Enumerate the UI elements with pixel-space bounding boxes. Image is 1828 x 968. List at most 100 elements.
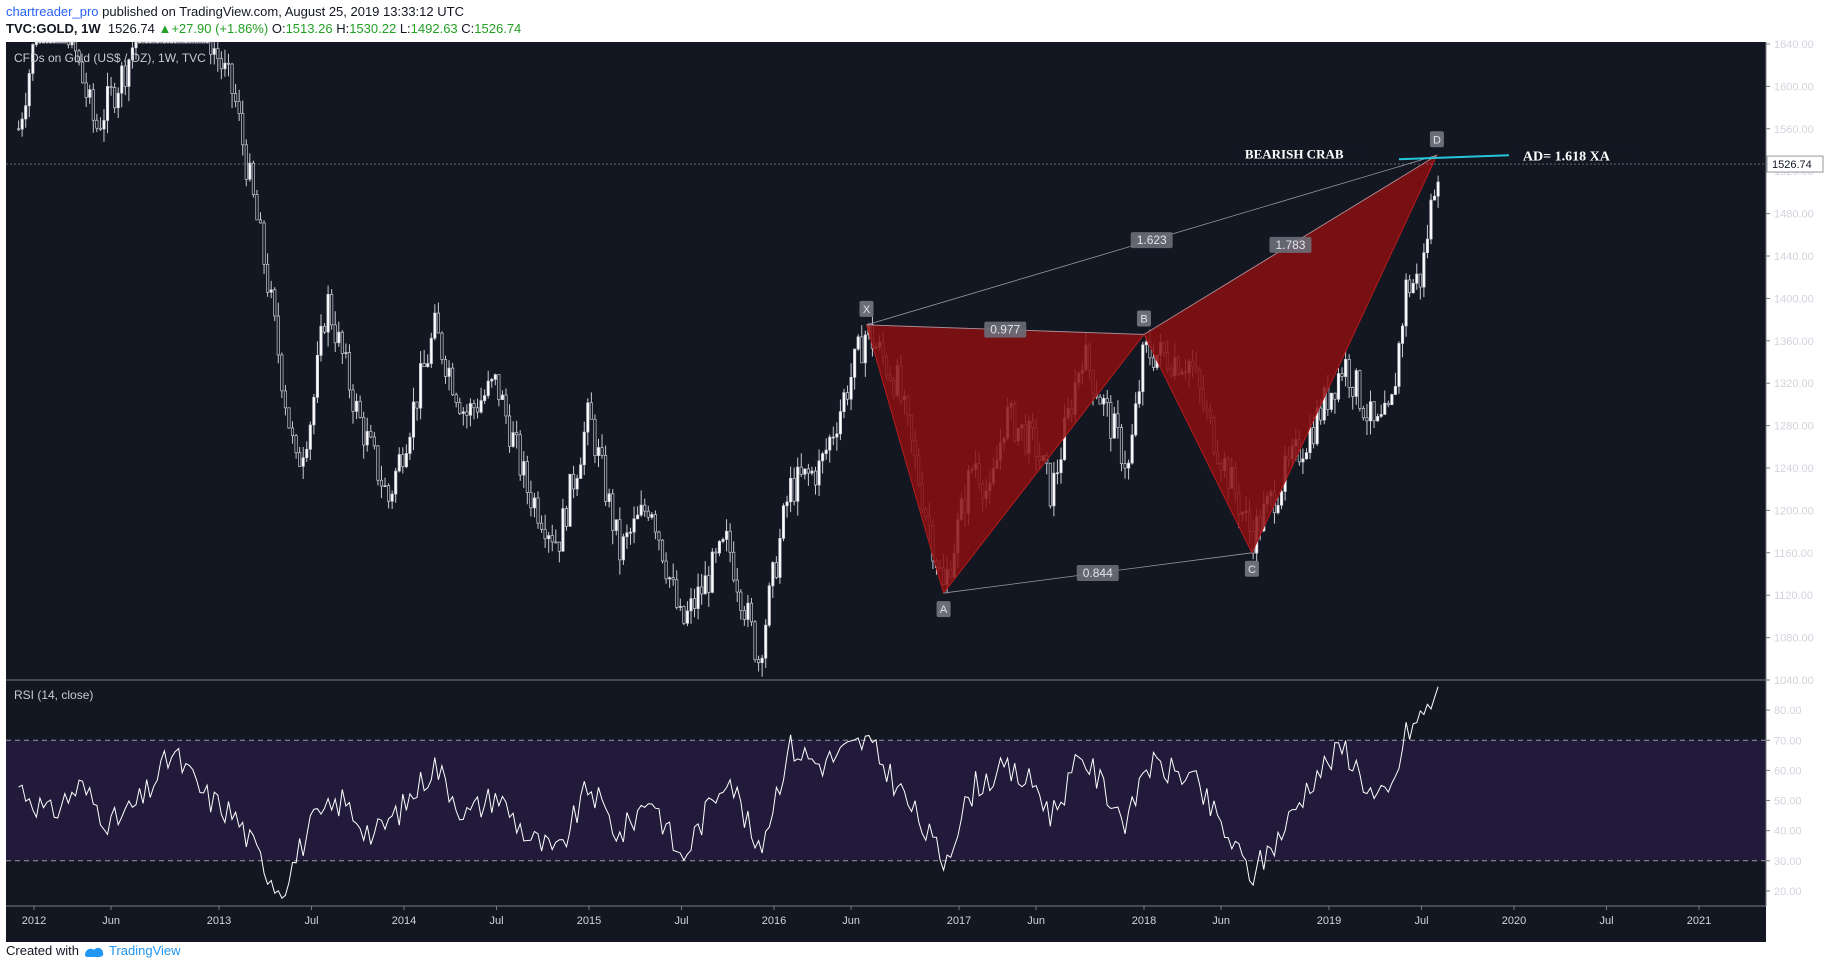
ratio-box bbox=[1130, 232, 1173, 249]
candle-body bbox=[31, 44, 35, 74]
candle-body bbox=[1361, 408, 1365, 419]
time-tick-label: 2016 bbox=[762, 915, 786, 927]
candle-body bbox=[1119, 427, 1124, 465]
candle-body bbox=[838, 411, 842, 435]
candle-body bbox=[1436, 181, 1440, 197]
candle-body bbox=[258, 219, 263, 224]
candle-body bbox=[319, 325, 323, 356]
pattern-name-box bbox=[1236, 146, 1365, 163]
candle-body bbox=[202, 41, 206, 44]
candle-body bbox=[383, 485, 387, 488]
candle-body bbox=[52, 41, 56, 44]
candle-body bbox=[721, 539, 725, 542]
candle-body bbox=[572, 473, 576, 490]
candle-body bbox=[1358, 370, 1362, 409]
up-arrow-icon: ▲ bbox=[158, 21, 172, 36]
close-value: 1526.74 bbox=[474, 21, 522, 36]
candle-body bbox=[155, 41, 159, 44]
candle-body bbox=[365, 431, 369, 446]
time-tick-label: 2017 bbox=[947, 915, 971, 927]
candle-body bbox=[568, 473, 572, 527]
candle-body bbox=[347, 352, 351, 391]
candle-body bbox=[38, 41, 42, 44]
candle-body bbox=[1308, 427, 1312, 454]
candle-body bbox=[1372, 401, 1376, 422]
time-tick-label: 2019 bbox=[1317, 915, 1341, 927]
candle-body bbox=[710, 551, 714, 593]
candle-body bbox=[294, 435, 298, 454]
last-price-box bbox=[1766, 155, 1824, 173]
author-link[interactable]: chartreader_pro bbox=[6, 4, 99, 19]
candle-body bbox=[525, 461, 529, 493]
candle-body bbox=[1344, 359, 1348, 377]
candle-body bbox=[749, 602, 754, 623]
ratio-box bbox=[1076, 564, 1119, 581]
candle-body bbox=[451, 367, 455, 396]
candle-body bbox=[1055, 472, 1059, 475]
price-tick-label: 1240.00 bbox=[1774, 463, 1814, 475]
candle-body bbox=[575, 478, 579, 490]
candle-body bbox=[860, 336, 864, 364]
candle-body bbox=[653, 514, 657, 533]
candle-body bbox=[646, 510, 650, 518]
candle-body bbox=[817, 460, 821, 486]
candle-body bbox=[668, 577, 672, 580]
candle-body bbox=[760, 657, 764, 664]
candle-body bbox=[468, 403, 472, 416]
rsi-band bbox=[6, 740, 1766, 861]
candle-body bbox=[500, 394, 504, 400]
candle-body bbox=[1336, 373, 1341, 400]
candle-body bbox=[728, 530, 732, 553]
candle-body bbox=[853, 348, 857, 378]
candle-body bbox=[269, 289, 273, 293]
candle-body bbox=[700, 586, 704, 595]
footer-brand[interactable]: TradingView bbox=[108, 943, 181, 958]
candle-body bbox=[618, 519, 622, 561]
candle-body bbox=[753, 621, 757, 661]
candle-body bbox=[742, 610, 746, 620]
price-tick-label: 1320.00 bbox=[1774, 378, 1814, 390]
open-value: 1513.26 bbox=[285, 21, 333, 36]
symbol-info: TVC:GOLD, 1W 1526.74 ▲+27.90 (+1.86%) O:… bbox=[6, 21, 521, 36]
candle-body bbox=[81, 61, 85, 84]
candle-body bbox=[387, 485, 391, 502]
candle-body bbox=[226, 62, 231, 65]
candle-body bbox=[212, 48, 216, 55]
target-line bbox=[1398, 154, 1509, 161]
candle-body bbox=[813, 470, 818, 486]
candle-body bbox=[475, 407, 480, 413]
candle-body bbox=[682, 606, 686, 624]
candle-body bbox=[821, 453, 825, 462]
candle-body bbox=[1052, 472, 1056, 507]
candle-body bbox=[84, 82, 88, 98]
candle-body bbox=[461, 411, 465, 414]
target-label-box bbox=[1516, 147, 1639, 166]
candle-body bbox=[177, 41, 181, 44]
ratio-box bbox=[984, 321, 1027, 338]
candle-body bbox=[95, 119, 99, 129]
candle-body bbox=[600, 447, 604, 456]
point-label-d: D bbox=[1433, 134, 1441, 146]
footer: Created with TradingView bbox=[6, 943, 181, 958]
candle-body bbox=[628, 531, 633, 534]
time-tick-label: Jul bbox=[489, 915, 503, 927]
candle-body bbox=[497, 374, 501, 400]
ratio-label: 0.977 bbox=[990, 323, 1020, 337]
candle-body bbox=[1340, 373, 1344, 377]
candle-body bbox=[757, 659, 761, 664]
candle-body bbox=[372, 436, 376, 447]
price-tick-label: 1160.00 bbox=[1774, 548, 1813, 560]
candle-body bbox=[828, 436, 832, 451]
price-tick-label: 1560.00 bbox=[1774, 124, 1814, 136]
candle-body bbox=[27, 73, 31, 107]
candle-body bbox=[191, 41, 195, 44]
candle-body bbox=[262, 222, 266, 265]
candle-body bbox=[1144, 341, 1148, 346]
candle-body bbox=[1376, 416, 1380, 422]
candle-body bbox=[369, 431, 373, 438]
candle-body bbox=[1109, 402, 1113, 439]
candle-body bbox=[643, 504, 647, 512]
candle-body bbox=[678, 606, 682, 608]
candle-body bbox=[56, 41, 60, 44]
